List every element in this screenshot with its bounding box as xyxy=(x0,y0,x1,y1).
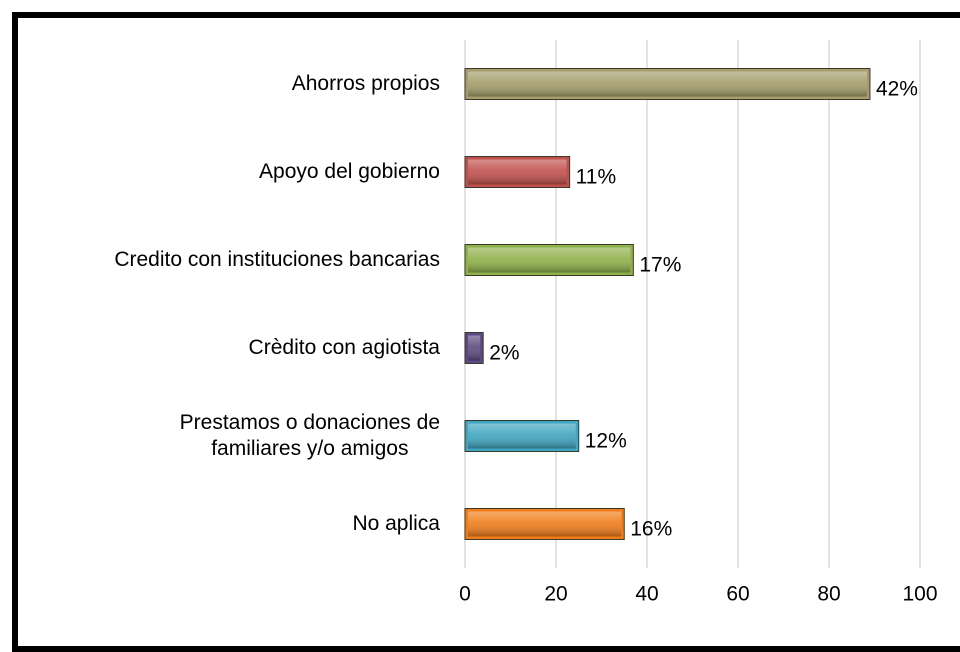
bar-shine xyxy=(468,511,622,537)
x-tick-label: 0 xyxy=(459,583,471,606)
value-label: 42% xyxy=(876,78,918,101)
category-label: Credito con instituciones bancarias xyxy=(114,248,440,271)
value-label: 11% xyxy=(576,166,616,189)
x-tick-label: 60 xyxy=(726,583,749,606)
category-label: Ahorros propios xyxy=(291,72,440,95)
value-label: 2% xyxy=(489,342,519,365)
category-label: Prestamos o donaciones de familiares y/o… xyxy=(179,411,440,460)
value-label: 12% xyxy=(585,430,627,453)
category-label: Crèdito con agiotista xyxy=(248,336,440,359)
category-label: No aplica xyxy=(352,512,440,535)
x-tick-label: 20 xyxy=(544,583,567,606)
x-tick-label: 40 xyxy=(635,583,658,606)
value-label: 17% xyxy=(639,254,681,277)
bar-shine xyxy=(468,335,481,361)
x-tick-label: 80 xyxy=(817,583,840,606)
x-tick-label: 100 xyxy=(902,583,937,606)
bar-shine xyxy=(468,247,631,273)
chart: 0 20 40 60 80 100 42% 11% 17% 2% 12% 16% xyxy=(459,40,938,606)
bar-shine xyxy=(468,71,867,97)
bar-shine xyxy=(468,423,576,449)
category-label: Apoyo del gobierno xyxy=(259,160,440,183)
bar-shine xyxy=(468,159,567,185)
value-label: 16% xyxy=(630,518,672,541)
